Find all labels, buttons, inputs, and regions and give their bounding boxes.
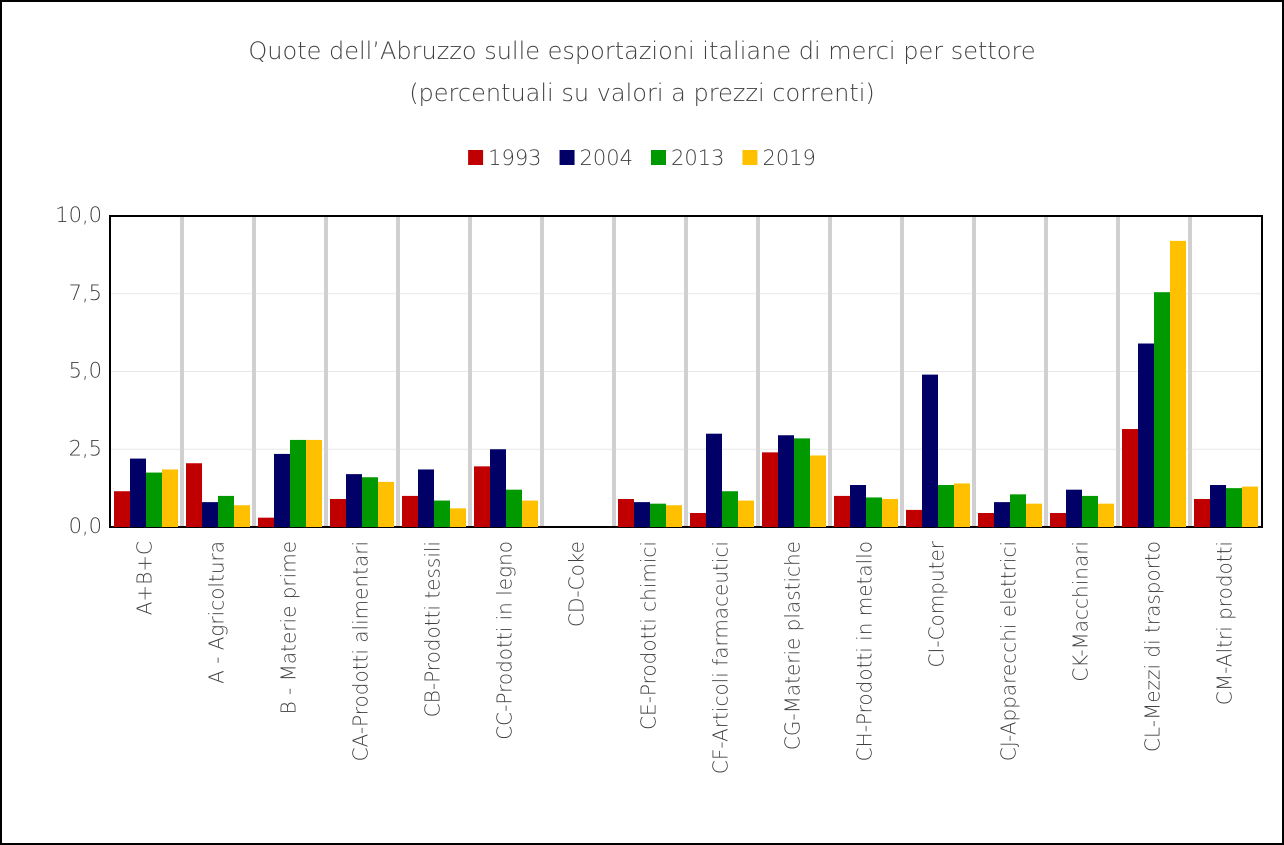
x-tick-label: CK-Macchinari [1069, 541, 1093, 682]
bar [162, 469, 178, 527]
bar [850, 485, 866, 527]
bar [258, 517, 274, 527]
y-tick-label: 7,5 [69, 281, 102, 305]
bar [1170, 240, 1186, 527]
bar [474, 466, 490, 527]
legend-label: 2019 [762, 146, 815, 170]
y-tick-label: 5,0 [69, 359, 102, 383]
x-tick-label: CA-Prodotti alimentari [349, 541, 373, 761]
bar [618, 499, 634, 527]
bar [634, 502, 650, 527]
bar [306, 439, 322, 527]
bar [1098, 503, 1114, 527]
bar [922, 374, 938, 527]
bar [186, 463, 202, 527]
bar [794, 438, 810, 527]
bar [866, 497, 882, 527]
bar [1154, 292, 1170, 527]
bar [810, 455, 826, 527]
bar [418, 469, 434, 527]
bar [202, 502, 218, 527]
legend-label: 2013 [671, 146, 724, 170]
bar [234, 505, 250, 527]
bar [1226, 488, 1242, 527]
legend-swatch [468, 150, 484, 165]
bar [1066, 489, 1082, 527]
bar [1026, 503, 1042, 527]
bar [1122, 429, 1138, 527]
bar [490, 449, 506, 527]
y-tick-label: 10,0 [55, 203, 102, 227]
x-tick-label: CG-Materie plastiche [781, 541, 805, 750]
bar [1210, 485, 1226, 527]
bar [146, 472, 162, 527]
bar [778, 435, 794, 527]
bar [522, 500, 538, 527]
bar [450, 508, 466, 527]
bar [218, 495, 234, 527]
bar [994, 502, 1010, 527]
bar [506, 489, 522, 527]
legend-label: 1993 [488, 146, 541, 170]
bar [938, 485, 954, 527]
bar [1242, 486, 1258, 527]
legend-swatch [651, 150, 666, 165]
bar [650, 503, 666, 527]
bar [402, 495, 418, 527]
bar [834, 495, 850, 527]
bar [1138, 343, 1154, 527]
legend: 1993 2004 2013 2019 [468, 146, 816, 170]
bar [1050, 513, 1066, 527]
bar [666, 505, 682, 527]
x-tick-label: CF-Articoli farmaceutici [709, 541, 733, 774]
bar [954, 483, 970, 527]
x-tick-label: CD-Coke [565, 541, 589, 627]
y-tick-label: 0,0 [69, 514, 102, 538]
x-tick-label: CL-Mezzi di trasporto [1141, 541, 1165, 752]
x-tick-label: CC-Prodotti in legno [493, 541, 517, 740]
bar [690, 513, 706, 527]
bar [330, 499, 346, 527]
plot-frame [109, 215, 1263, 528]
bar [762, 452, 778, 527]
bar [378, 481, 394, 527]
x-tick-label: CE-Prodotti chimici [637, 541, 661, 730]
x-tick-label: CH-Prodotti in metallo [853, 541, 877, 761]
bar [290, 439, 306, 527]
bar [722, 491, 738, 527]
bar [906, 509, 922, 527]
bar [434, 500, 450, 527]
x-tick-label: A - Agricoltura [205, 541, 229, 684]
bar [706, 433, 722, 527]
x-tick-label: CI-Computer [925, 540, 949, 667]
bar [362, 477, 378, 527]
bar [1082, 495, 1098, 527]
chart-title: Quote dell’Abruzzo sulle esportazioni it… [248, 37, 1035, 65]
bar [882, 499, 898, 527]
bar [738, 500, 754, 527]
x-tick-label: CM-Altri prodotti [1213, 541, 1237, 705]
legend-swatch [559, 150, 575, 165]
bar [978, 513, 994, 527]
chart-subtitle: (percentuali su valori a prezzi correnti… [409, 79, 875, 107]
bar [1194, 499, 1210, 527]
bar [114, 491, 130, 527]
y-tick-label: 2,5 [69, 436, 102, 460]
x-tick-label: CJ-Apparecchi elettrici [997, 541, 1021, 761]
legend-swatch [742, 150, 758, 165]
x-tick-label: CB-Prodotti tessili [421, 541, 445, 717]
legend-label: 2004 [580, 146, 633, 170]
x-tick-label: B - Materie prime [277, 541, 301, 714]
bar [274, 453, 290, 527]
bar [130, 458, 146, 527]
x-tick-label: A+B+C [133, 541, 157, 615]
bar [346, 474, 362, 527]
bar [1010, 494, 1026, 527]
